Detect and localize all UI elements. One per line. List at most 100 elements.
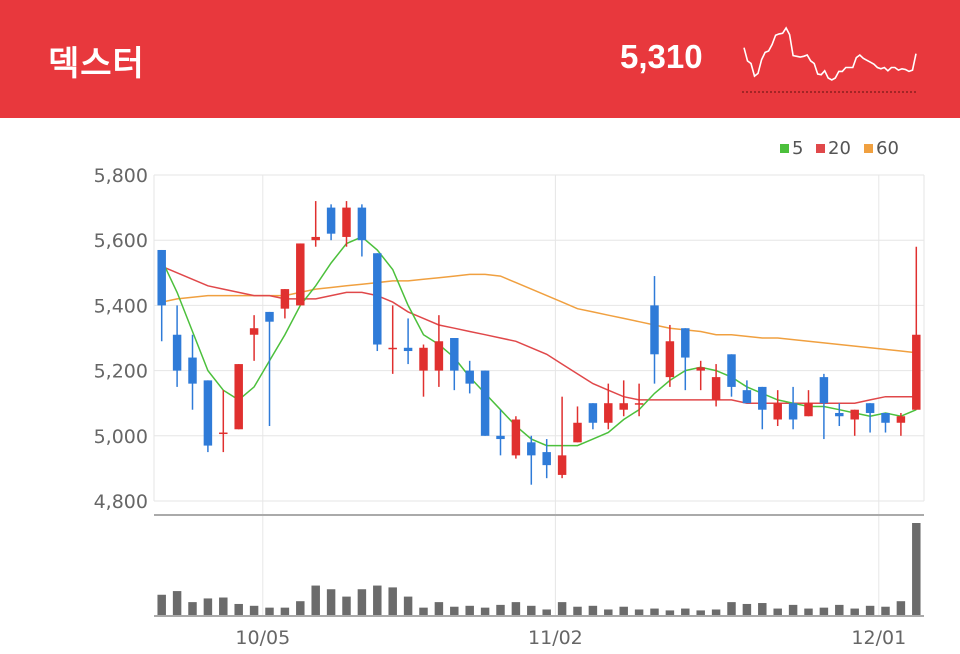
candle-body (758, 386, 767, 410)
x-tick-label: 11/02 (528, 627, 583, 649)
candle (434, 315, 444, 387)
candle-body (773, 403, 782, 420)
candle (758, 386, 767, 430)
candle (542, 439, 551, 479)
candle-body (912, 334, 921, 410)
volume-bar (188, 602, 197, 615)
volume-bar (434, 602, 444, 615)
candle-body (296, 243, 305, 306)
volume-bar (403, 596, 413, 615)
candle (696, 360, 705, 391)
candle-body (865, 403, 875, 413)
x-tick-label: 12/01 (851, 627, 906, 649)
legend-swatch (864, 144, 873, 153)
candle-body (850, 409, 859, 420)
volume-bar (588, 605, 598, 615)
volume-bar (557, 602, 567, 615)
candle-body (496, 435, 505, 440)
candle (896, 412, 906, 436)
volume-bar (388, 587, 397, 615)
candle (280, 289, 290, 319)
candle-body (557, 455, 567, 475)
candle (619, 380, 628, 417)
legend-label: 20 (828, 138, 851, 159)
volume-bar (773, 608, 782, 615)
volume-bar (296, 601, 305, 615)
volume-bar (650, 608, 659, 615)
chart-legend: 5 20 60 (780, 138, 899, 159)
volume-bar (326, 589, 336, 615)
candle-body (634, 403, 644, 405)
volume-bar (311, 585, 320, 615)
candle (203, 380, 213, 453)
candle (711, 364, 721, 407)
volume-bar (696, 610, 705, 615)
candle (681, 328, 690, 391)
volume-bar (912, 523, 921, 615)
candle (234, 364, 243, 430)
candle-body (588, 403, 598, 423)
volume-bar (619, 606, 628, 615)
volume-bar (711, 609, 721, 615)
volume-bar (172, 591, 182, 615)
candle-body (727, 354, 736, 387)
candle (912, 246, 921, 410)
candle-body (450, 338, 459, 371)
y-tick-label: 5,600 (94, 230, 148, 252)
candlestick-chart: 5 20 60 5,800 5,600 5,400 5,200 5,000 4,800 10/… (94, 138, 925, 649)
candle-body (681, 328, 690, 358)
candle-body (265, 311, 274, 322)
candle (573, 406, 582, 443)
candle (157, 249, 166, 342)
volume-bar (511, 602, 521, 615)
candle-body (434, 341, 444, 371)
candle (773, 390, 782, 427)
volume-bar (727, 602, 736, 615)
ma5-line (161, 236, 917, 447)
candle-body (326, 207, 336, 234)
candle-body (665, 341, 675, 378)
volume-bar (280, 607, 290, 615)
candle-body (542, 452, 551, 466)
candle (634, 383, 644, 417)
candle (804, 390, 813, 417)
candle-body (527, 442, 536, 456)
candle (219, 390, 228, 453)
volume-bar (496, 604, 505, 615)
candle (650, 276, 659, 384)
candle (480, 370, 490, 436)
candle-body (188, 357, 197, 384)
volume-bar (819, 607, 829, 615)
candle-body (388, 347, 397, 350)
candle-body (835, 412, 844, 417)
candle (419, 344, 428, 397)
candle-body (819, 377, 829, 404)
volume-bar (465, 605, 474, 615)
volume-bar (758, 603, 767, 615)
volume-bar (249, 605, 259, 615)
volume-bar (480, 607, 490, 615)
candle (727, 354, 736, 397)
candle (357, 204, 367, 257)
candle-body (234, 364, 243, 430)
volume-bar (527, 605, 536, 615)
candle (850, 409, 859, 436)
candle-body (157, 249, 166, 306)
candle-body (604, 403, 613, 423)
candle (819, 373, 829, 440)
candle-body (742, 390, 752, 404)
y-tick-label: 4,800 (94, 491, 148, 513)
legend-item-20: 20 (816, 138, 851, 159)
candle-body (373, 253, 382, 345)
y-tick-label: 5,200 (94, 361, 148, 383)
legend-swatch (816, 144, 825, 153)
candle (326, 204, 336, 241)
volume-bar (881, 606, 890, 615)
candle-body (203, 380, 213, 446)
candle-body (249, 328, 259, 335)
candle (835, 403, 844, 427)
volume-bar (373, 585, 382, 615)
candle-body (650, 305, 659, 355)
volume-bar (265, 607, 274, 615)
volume-bar (419, 607, 428, 615)
